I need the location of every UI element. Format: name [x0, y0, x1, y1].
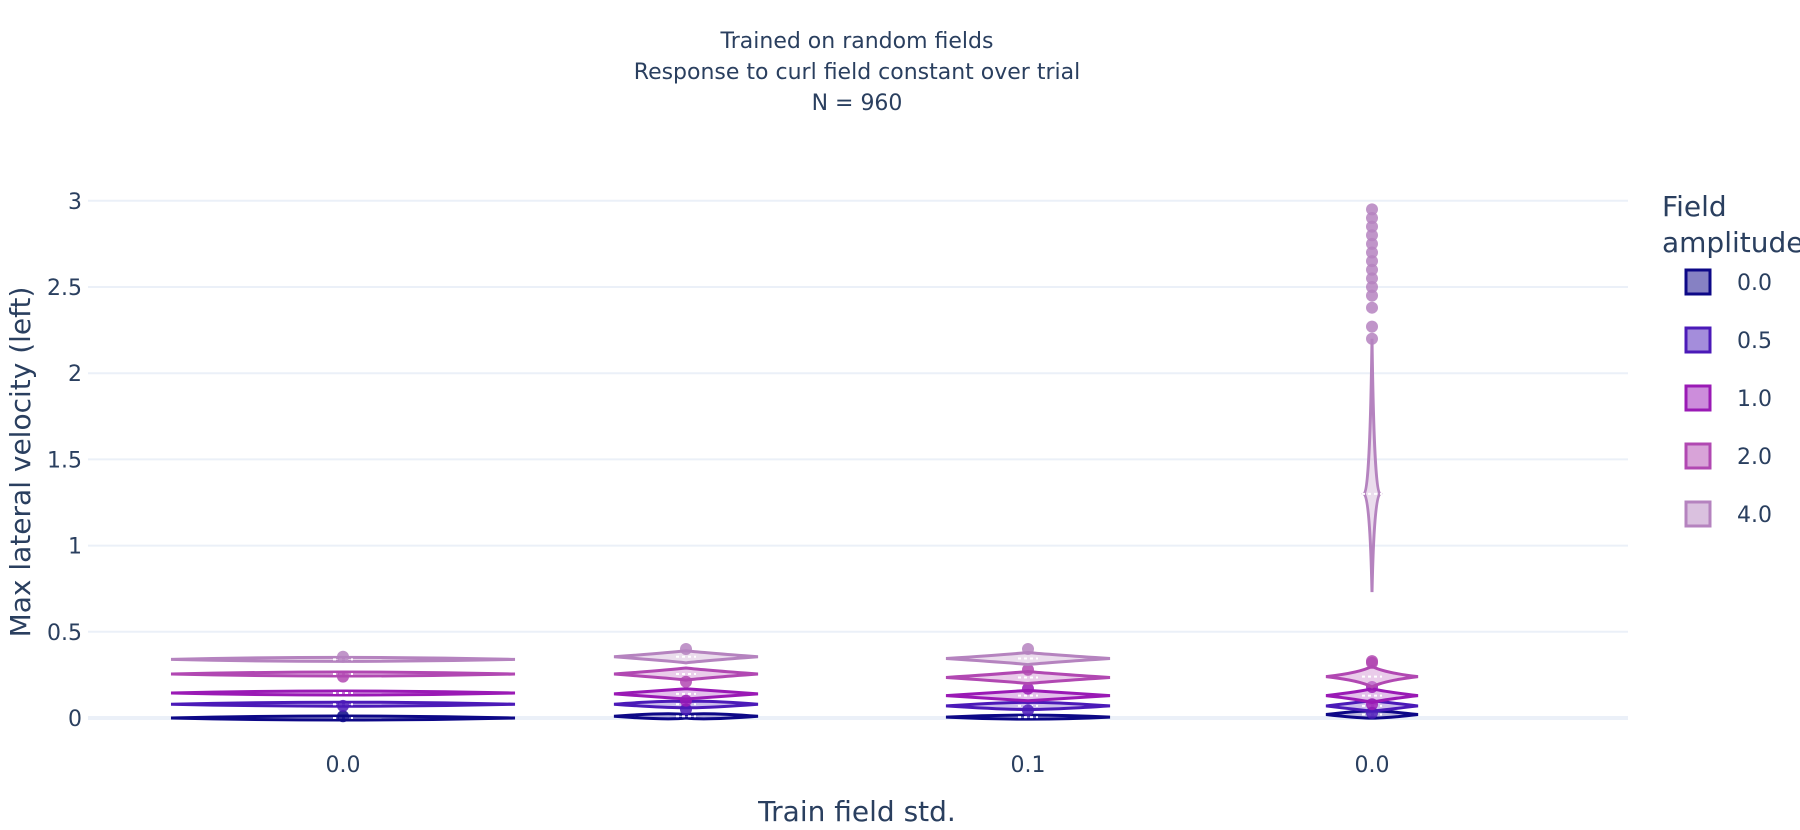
violin-4.0 — [945, 643, 1111, 667]
violin-0.0 — [945, 713, 1111, 721]
legend-label: 0.5 — [1737, 329, 1772, 354]
violin-4.0 — [1361, 203, 1383, 593]
violin-body — [945, 688, 1111, 703]
legend-title-line-2: amplitude — [1662, 226, 1800, 259]
legend-item-4.0[interactable]: 4.0 — [1684, 500, 1772, 528]
y-tick-label: 0 — [68, 707, 82, 732]
violin-4.0 — [613, 643, 759, 665]
y-tick-label: 1 — [68, 535, 82, 560]
gridlines — [88, 199, 1628, 720]
outlier-point — [1366, 281, 1378, 293]
violin-1.0 — [945, 682, 1111, 703]
outlier-point — [1022, 663, 1034, 676]
x-tick-labels: 0.0 0.1 0.0 — [326, 753, 1390, 778]
violin-body — [613, 649, 759, 665]
outlier-point — [1366, 320, 1378, 333]
outlier-point — [1366, 655, 1378, 668]
y-tick-label: 2 — [68, 362, 82, 387]
outlier-point — [337, 670, 349, 683]
violin-0.0 — [613, 712, 759, 721]
violin-body — [1325, 664, 1419, 689]
outlier-point — [1366, 698, 1378, 711]
outlier-point — [680, 703, 692, 716]
outlier-point — [1022, 682, 1034, 695]
violin-0.0 — [170, 710, 516, 723]
violin-body — [1361, 338, 1383, 593]
x-tick-label: 0.1 — [1011, 753, 1046, 778]
legend-label: 4.0 — [1737, 503, 1772, 528]
outlier-point — [1366, 255, 1378, 268]
outlier-point — [1366, 246, 1378, 259]
violin-1.0 — [170, 689, 516, 697]
legend-item-2.0[interactable]: 2.0 — [1684, 442, 1772, 470]
legend-swatch — [1684, 500, 1712, 528]
violin-1.0 — [613, 687, 759, 707]
outlier-point — [1366, 272, 1378, 285]
outlier-point — [1366, 203, 1378, 216]
legend-swatch — [1684, 442, 1712, 470]
violin-body — [945, 669, 1111, 686]
outlier-point — [1366, 212, 1378, 225]
violin-body — [613, 712, 759, 721]
outlier-point — [1366, 706, 1378, 719]
legend-label: 0.0 — [1737, 271, 1772, 296]
outlier-point — [1022, 643, 1034, 656]
legend-swatch — [1684, 384, 1712, 412]
violin-4.0 — [170, 650, 516, 663]
violin-0.5 — [945, 700, 1111, 717]
y-tick-label: 1.5 — [47, 448, 82, 473]
violin-2.0 — [1325, 655, 1419, 689]
outlier-point — [1366, 263, 1378, 276]
y-tick-label: 0.5 — [47, 621, 82, 646]
x-tick-label: 0.0 — [326, 753, 361, 778]
chart-title-line-3: N = 960 — [812, 91, 903, 116]
y-axis-title: Max lateral velocity (left) — [4, 287, 37, 638]
x-axis-title: Train field std. — [757, 795, 956, 828]
legend-item-0.5[interactable]: 0.5 — [1684, 326, 1772, 354]
legend-title-line-1: Field — [1662, 190, 1727, 223]
legend-item-1.0[interactable]: 1.0 — [1684, 384, 1772, 412]
violin-0.5 — [170, 699, 516, 712]
outlier-point — [680, 675, 692, 688]
outlier-point — [1366, 332, 1378, 345]
y-tick-labels: 0 0.5 1 1.5 2 2.5 3 — [47, 190, 82, 732]
legend-swatch — [1684, 268, 1712, 296]
legend-swatch — [1684, 326, 1712, 354]
violin-2.0 — [945, 663, 1111, 686]
violin-body — [170, 689, 516, 697]
outlier-point — [1366, 289, 1378, 302]
legend-item-0.0[interactable]: 0.0 — [1684, 268, 1772, 296]
violin-2.0 — [170, 670, 516, 683]
outlier-point — [1366, 220, 1378, 233]
y-tick-label: 3 — [68, 190, 82, 215]
outlier-point — [337, 699, 349, 712]
outlier-point — [1366, 237, 1378, 250]
outlier-point — [1022, 704, 1034, 717]
y-tick-label: 2.5 — [47, 276, 82, 301]
violins — [170, 203, 1419, 723]
chart-title-line-2: Response to curl field constant over tri… — [634, 60, 1080, 85]
outlier-point — [337, 710, 349, 723]
chart-title-line-1: Trained on random fields — [720, 29, 994, 54]
x-tick-label: 0.0 — [1355, 753, 1390, 778]
legend-label: 1.0 — [1737, 387, 1772, 412]
violin-2.0 — [613, 666, 759, 688]
outlier-point — [1366, 229, 1378, 242]
violin-body — [945, 650, 1111, 667]
violin-body — [945, 713, 1111, 721]
legend-label: 2.0 — [1737, 445, 1772, 470]
outlier-point — [680, 694, 692, 707]
outlier-point — [680, 643, 692, 656]
outlier-point — [1366, 301, 1378, 314]
legend: Field amplitude 0.0 0.5 1.0 2.0 4.0 — [1662, 190, 1800, 528]
outlier-point — [337, 650, 349, 663]
